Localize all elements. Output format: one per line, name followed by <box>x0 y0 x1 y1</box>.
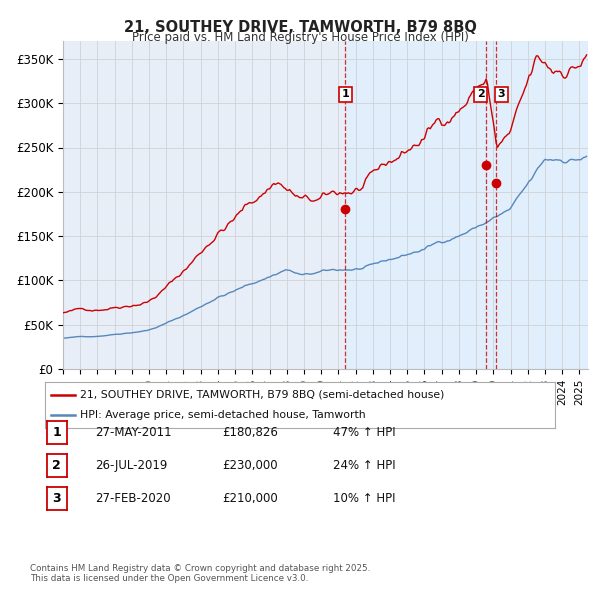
Text: 24% ↑ HPI: 24% ↑ HPI <box>333 459 395 472</box>
Text: 47% ↑ HPI: 47% ↑ HPI <box>333 426 395 439</box>
Text: 1: 1 <box>341 90 349 99</box>
Text: £180,826: £180,826 <box>222 426 278 439</box>
Text: Price paid vs. HM Land Registry's House Price Index (HPI): Price paid vs. HM Land Registry's House … <box>131 31 469 44</box>
Text: 2: 2 <box>477 90 485 99</box>
Text: 10% ↑ HPI: 10% ↑ HPI <box>333 492 395 505</box>
Text: £210,000: £210,000 <box>222 492 278 505</box>
Text: 21, SOUTHEY DRIVE, TAMWORTH, B79 8BQ (semi-detached house): 21, SOUTHEY DRIVE, TAMWORTH, B79 8BQ (se… <box>80 389 444 399</box>
Text: £230,000: £230,000 <box>222 459 278 472</box>
Text: 3: 3 <box>497 90 505 99</box>
Text: 26-JUL-2019: 26-JUL-2019 <box>95 459 167 472</box>
Text: 27-FEB-2020: 27-FEB-2020 <box>95 492 170 505</box>
Text: 2: 2 <box>52 459 61 472</box>
Text: 1: 1 <box>52 426 61 439</box>
Text: Contains HM Land Registry data © Crown copyright and database right 2025.: Contains HM Land Registry data © Crown c… <box>30 565 370 573</box>
Text: 21, SOUTHEY DRIVE, TAMWORTH, B79 8BQ: 21, SOUTHEY DRIVE, TAMWORTH, B79 8BQ <box>124 20 476 35</box>
Text: 27-MAY-2011: 27-MAY-2011 <box>95 426 172 439</box>
Text: 3: 3 <box>52 492 61 505</box>
Text: This data is licensed under the Open Government Licence v3.0.: This data is licensed under the Open Gov… <box>30 574 308 583</box>
Bar <box>345 41 588 369</box>
Text: HPI: Average price, semi-detached house, Tamworth: HPI: Average price, semi-detached house,… <box>80 411 365 421</box>
